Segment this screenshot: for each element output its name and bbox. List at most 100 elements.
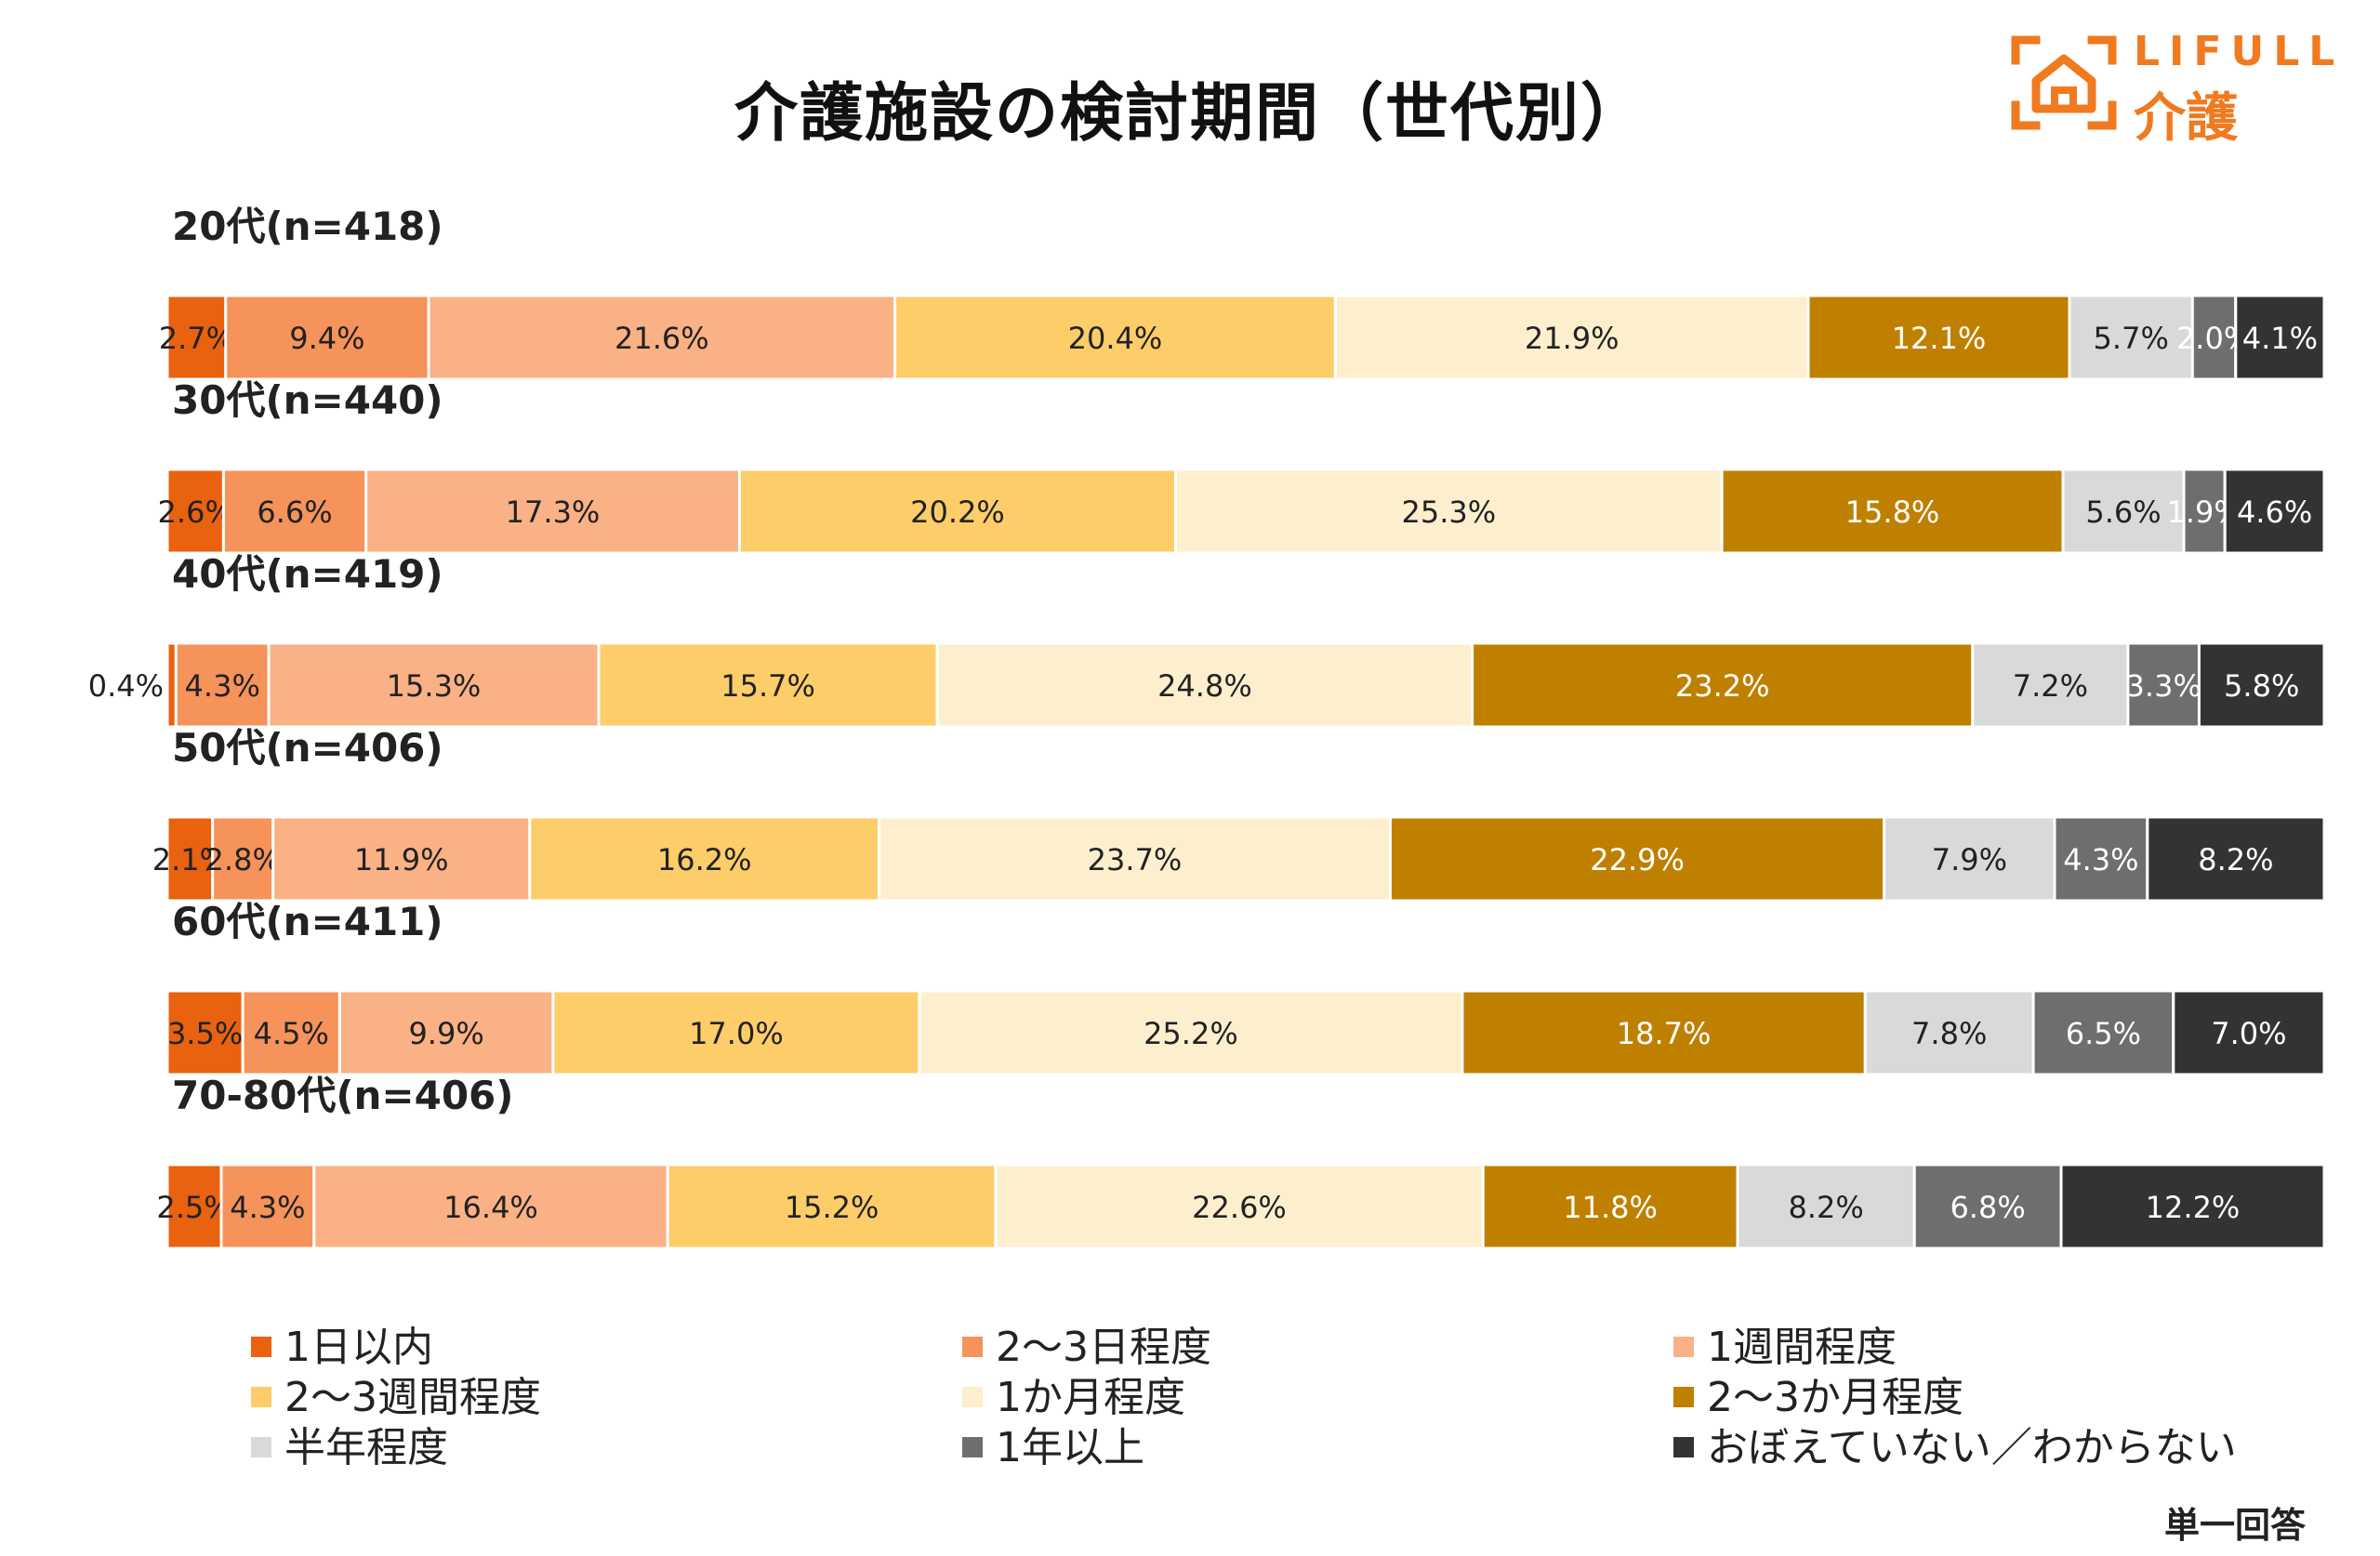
bar-segment	[1333, 294, 1810, 381]
legend-label: 2〜3日程度	[996, 1324, 1211, 1371]
legend-swatch	[1673, 1437, 1694, 1457]
legend-label: 1週間程度	[1707, 1324, 1897, 1371]
bar-segment	[994, 1163, 1485, 1250]
logo-sub-text: 介護	[2134, 88, 2238, 149]
data-label: 4.1%	[2242, 321, 2318, 356]
data-label: 6.6%	[257, 494, 332, 530]
data-label: 6.8%	[1950, 1190, 2025, 1225]
stacked-bar-chart: 20代(n=418) 2.7% 9.4% 21.6% 20.4% 21.9% 12.1% 5.…	[88, 204, 2326, 1250]
data-label: 5.6%	[2085, 494, 2161, 530]
data-label: 2.6%	[158, 494, 233, 530]
data-label: 7.9%	[1932, 842, 2007, 877]
data-label: 3.3%	[2126, 668, 2202, 704]
bar-segment	[1736, 1163, 1916, 1250]
bar-segment	[2031, 989, 2175, 1076]
data-label: 22.6%	[1192, 1190, 1287, 1225]
data-label: 0.4%	[88, 668, 164, 704]
bar-segment	[174, 641, 271, 729]
data-label: 7.2%	[2013, 668, 2088, 704]
data-label: 15.2%	[785, 1190, 879, 1225]
legend-swatch	[1673, 1387, 1694, 1407]
data-label: 12.2%	[2146, 1190, 2241, 1225]
data-label: 4.5%	[254, 1016, 329, 1051]
bar-segment	[1863, 989, 2035, 1076]
bar-segment	[2053, 815, 2149, 903]
bar-segment	[1471, 641, 1975, 729]
data-label: 25.2%	[1144, 1016, 1238, 1051]
data-label: 7.8%	[1911, 1016, 1987, 1051]
bar-segment	[737, 468, 1178, 555]
data-label: 16.4%	[443, 1190, 538, 1225]
data-label: 15.8%	[1845, 494, 1940, 530]
legend-item: 1か月程度	[962, 1364, 1185, 1423]
legend-item: おぼえていない／わからない	[1673, 1414, 2237, 1473]
data-label: 15.7%	[721, 668, 815, 704]
data-label: 7.0%	[2211, 1016, 2286, 1051]
data-label: 4.3%	[230, 1190, 305, 1225]
legend-swatch	[251, 1337, 271, 1357]
legend-label: 1年以上	[996, 1424, 1144, 1471]
data-label: 17.3%	[506, 494, 601, 530]
data-label: 2.5%	[156, 1190, 231, 1225]
bar-segment	[1883, 815, 2056, 903]
bar-segment	[2234, 294, 2326, 381]
category-label: 50代(n=406)	[172, 725, 443, 771]
data-label: 23.2%	[1675, 668, 1770, 704]
legend-label: 2〜3週間程度	[284, 1374, 541, 1421]
bar-segment	[2172, 989, 2326, 1076]
bar-segment	[878, 815, 1392, 903]
legend-swatch	[1673, 1337, 1694, 1357]
bar-segment	[2197, 641, 2326, 729]
data-label: 2.8%	[205, 842, 281, 877]
data-label: 21.6%	[615, 321, 709, 356]
logo-brand-text: LIFULL	[2134, 28, 2345, 75]
bar-segment	[165, 989, 245, 1076]
bar-segment	[666, 1163, 998, 1250]
data-label: 11.9%	[354, 842, 449, 877]
category-label: 60代(n=411)	[172, 899, 443, 944]
legend-item: 2〜3週間程度	[251, 1364, 541, 1423]
bar-segment	[893, 294, 1337, 381]
bar-segment	[918, 989, 1464, 1076]
legend-swatch	[962, 1337, 983, 1357]
bar-segment	[165, 468, 225, 555]
legend-item: 2〜3か月程度	[1673, 1364, 1964, 1423]
bar-segment	[165, 815, 215, 903]
bar-segment	[597, 641, 939, 729]
data-label: 9.4%	[289, 321, 364, 356]
bar-segment	[364, 468, 741, 555]
bar-segment	[165, 294, 228, 381]
legend-label: おぼえていない／わからない	[1707, 1424, 2237, 1471]
bar-segment	[427, 294, 897, 381]
legend-item: 1日以内	[251, 1313, 433, 1373]
data-label: 20.4%	[1068, 321, 1163, 356]
bar-segment	[2061, 468, 2186, 555]
answer-type-note: 単一回答	[2163, 1505, 2306, 1546]
bar-segment	[1388, 815, 1886, 903]
data-label: 4.6%	[2237, 494, 2312, 530]
bar-segment	[2223, 468, 2326, 555]
bar-segment	[1806, 294, 2071, 381]
category-label: 30代(n=440)	[172, 377, 443, 423]
bar-segment	[1174, 468, 1724, 555]
legend-label: 1か月程度	[996, 1374, 1185, 1421]
bar-segment	[2190, 294, 2238, 381]
data-label: 24.8%	[1157, 668, 1252, 704]
data-label: 17.0%	[689, 1016, 784, 1051]
data-label: 8.2%	[1788, 1190, 1863, 1225]
data-label: 4.3%	[2063, 842, 2138, 877]
legend-label: 2〜3か月程度	[1707, 1374, 1964, 1421]
data-label: 8.2%	[2198, 842, 2273, 877]
legend-swatch	[962, 1437, 983, 1457]
category-label: 40代(n=419)	[172, 551, 443, 597]
data-label: 22.9%	[1590, 842, 1685, 877]
bar-segment	[2068, 294, 2194, 381]
data-label: 5.8%	[2224, 668, 2299, 704]
data-label: 16.2%	[657, 842, 752, 877]
legend-swatch	[251, 1437, 271, 1457]
data-label: 6.5%	[2066, 1016, 2141, 1051]
chart-title: 介護施設の検討期間（世代別）	[734, 77, 1646, 151]
data-label: 11.8%	[1563, 1190, 1658, 1225]
data-label: 18.7%	[1617, 1016, 1712, 1051]
data-label: 23.7%	[1088, 842, 1183, 877]
